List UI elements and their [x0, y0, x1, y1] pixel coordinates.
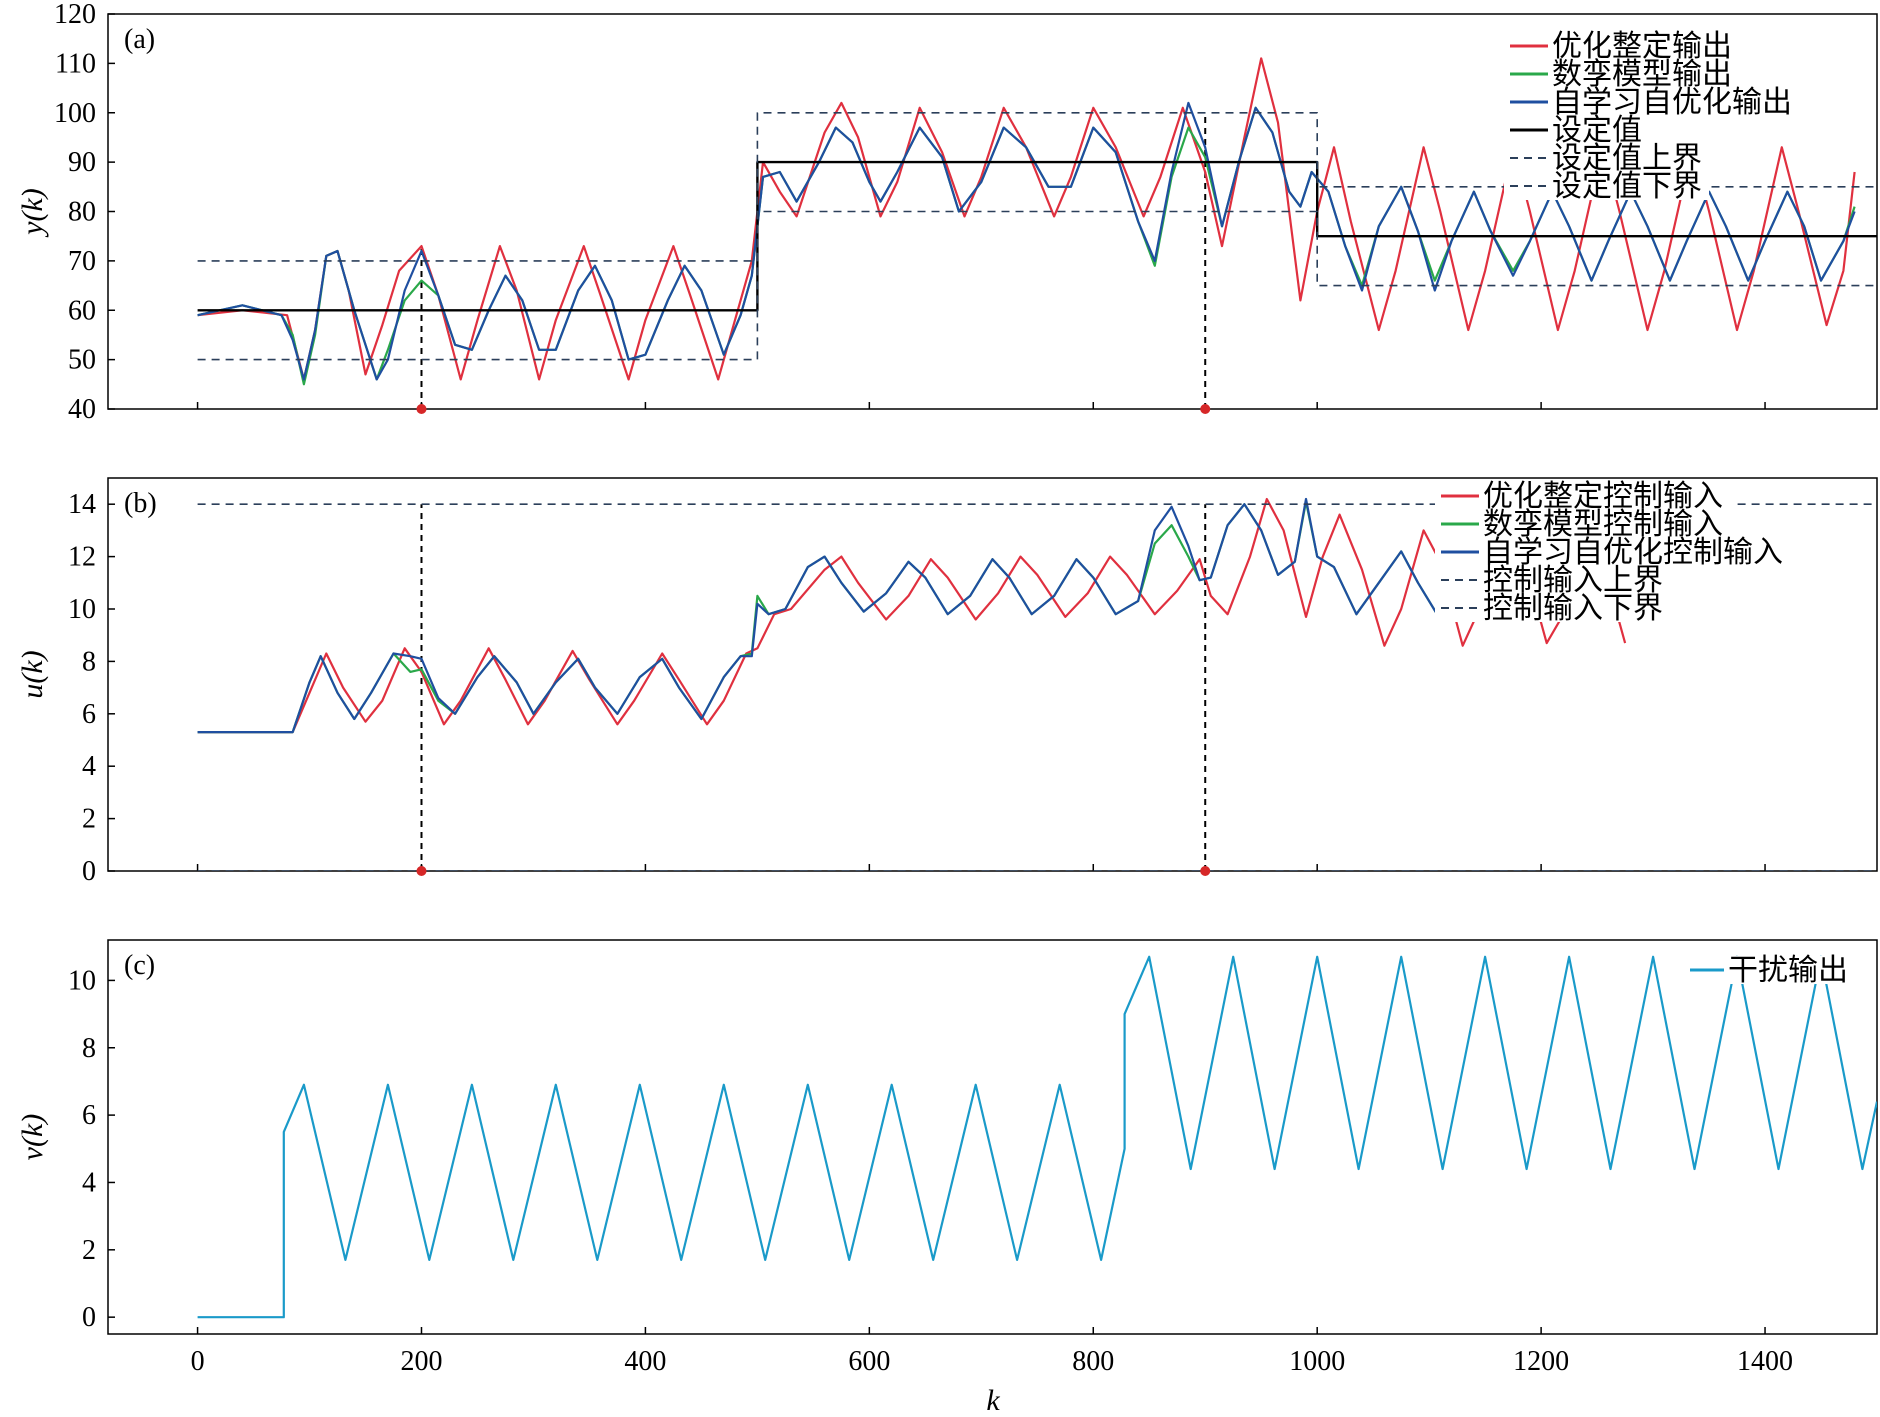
y-tick-label: 110: [55, 48, 96, 79]
panel-label: (b): [124, 488, 157, 519]
series-line: [197, 112, 1877, 262]
y-tick-label: 8: [82, 646, 96, 677]
x-axis-label: k: [986, 1384, 1000, 1417]
legend-label: 数孪模型控制输入: [1483, 507, 1723, 542]
y-tick-label: 90: [68, 147, 96, 178]
x-tick-label: 1000: [1289, 1346, 1345, 1377]
x-tick-label: 1400: [1737, 1346, 1793, 1377]
panel-b: 0 2 4 6 8 10 12 14 u(k) (b) 优化整定控制输入数孪模型控制输入自学习自优化…: [16, 477, 1878, 887]
legend-bg: [1435, 510, 1733, 538]
y-axis-label: y(k): [16, 188, 49, 238]
x-tick-label: 600: [848, 1346, 890, 1377]
y-tick-label: 0: [82, 856, 96, 887]
y-tick-label: 4: [82, 1167, 96, 1198]
legend-label: 自学习自优化输出: [1552, 85, 1792, 120]
legend-label: 优化整定输出: [1552, 29, 1732, 64]
y-tick-label: 10: [68, 594, 96, 625]
panel-label: (c): [124, 950, 155, 981]
legend-bg: [1435, 538, 1795, 566]
y-tick-label: 12: [68, 542, 96, 573]
series-line: [197, 497, 1627, 734]
y-tick-label: 60: [68, 295, 96, 326]
legend-bg: [1435, 482, 1733, 510]
y-tick-label: 40: [68, 394, 96, 425]
y-tick-label: 120: [54, 0, 96, 30]
legend-label: 控制输入上界: [1483, 563, 1663, 598]
y-tick-label: 2: [82, 804, 96, 835]
legend-label: 自学习自优化控制输入: [1483, 535, 1783, 570]
y-tick-label: 50: [68, 345, 96, 376]
y-tick-label: 14: [68, 489, 96, 520]
x-tick-label: 400: [624, 1346, 666, 1377]
panel-a: 40 50 60 70 80 90 100 110 120 y(k) (a) 优化整定输出数孪模型输出…: [16, 0, 1878, 425]
series-line: [197, 101, 1856, 381]
series-line: [197, 500, 1626, 734]
y-tick-label: 0: [82, 1302, 96, 1333]
event-marker: [1200, 404, 1211, 414]
series-line: [197, 955, 1877, 1319]
legend-label: 干扰输出: [1728, 953, 1848, 988]
legend-label: 优化整定控制输入: [1483, 479, 1723, 514]
series-line: [197, 210, 1877, 361]
panel-label: (a): [124, 24, 155, 55]
legend-label: 设定值下界: [1552, 169, 1702, 204]
plot-frame: [107, 477, 1878, 872]
y-axis-label: v(k): [16, 1114, 49, 1161]
y-tick-label: 10: [68, 965, 96, 996]
y-tick-label: 8: [82, 1033, 96, 1064]
y-tick-label: 2: [82, 1235, 96, 1266]
series-line: [197, 497, 1626, 734]
event-marker: [416, 404, 427, 414]
event-marker: [416, 866, 427, 876]
x-tick-label: 1200: [1513, 1346, 1569, 1377]
series-line: [197, 160, 1877, 312]
legend-label: 设定值: [1552, 113, 1642, 148]
y-tick-label: 6: [82, 699, 96, 730]
y-axis-label: u(k): [16, 650, 49, 698]
legend-label: 控制输入下界: [1483, 591, 1663, 626]
plot-frame: [107, 939, 1878, 1335]
x-tick-label: 0: [191, 1346, 205, 1377]
y-tick-label: 100: [54, 98, 96, 129]
x-tick-label: 200: [400, 1346, 442, 1377]
legend-label: 设定值上界: [1552, 141, 1702, 176]
x-tick-label: 800: [1072, 1346, 1114, 1377]
y-tick-label: 70: [68, 246, 96, 277]
y-tick-label: 6: [82, 1100, 96, 1131]
legend-label: 数孪模型输出: [1552, 57, 1732, 92]
event-marker: [1200, 866, 1211, 876]
panel-c: 0 200 400 600 800 1000 1200 1400 0 2 4 6 8 10 v(k) (c) 干…: [16, 939, 1878, 1377]
y-tick-label: 80: [68, 197, 96, 228]
legend-bg: [1504, 88, 1802, 116]
y-tick-label: 4: [82, 751, 96, 782]
